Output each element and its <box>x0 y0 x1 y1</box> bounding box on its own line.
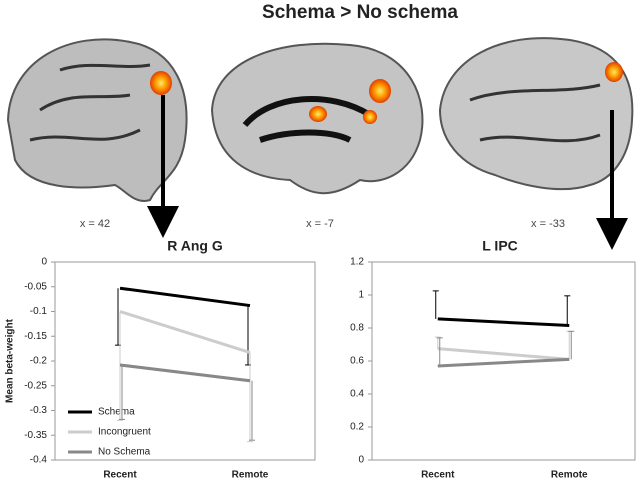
y-tick-label: -0.4 <box>30 455 48 466</box>
chart-title: L IPC <box>482 238 518 254</box>
series-line <box>437 357 570 368</box>
y-tick-label: 0.2 <box>350 422 364 433</box>
y-tick-label: -0.35 <box>24 430 47 441</box>
y-tick-label: -0.25 <box>24 380 47 391</box>
y-tick-label: -0.3 <box>30 405 48 416</box>
chart-title: R Ang G <box>167 238 223 254</box>
y-tick-label: -0.1 <box>30 306 48 317</box>
x-tick-label: Recent <box>103 470 137 481</box>
legend-label: Schema <box>98 407 135 418</box>
y-tick-label: 1 <box>358 290 364 301</box>
y-tick-label: 0 <box>41 257 47 268</box>
x-tick-label: Remote <box>232 470 269 481</box>
x-tick-label: Remote <box>551 470 588 481</box>
series-line <box>119 310 251 355</box>
slice-label: x = 42 <box>80 218 110 230</box>
series-line <box>119 363 251 383</box>
plot-area <box>371 261 636 461</box>
slice-label: x = -7 <box>306 218 334 230</box>
legend-label: No Schema <box>98 447 151 458</box>
figure-title: Schema > No schema <box>262 2 458 23</box>
y-tick-label: -0.15 <box>24 331 47 342</box>
series-line <box>437 317 570 328</box>
slice-label: x = -33 <box>531 218 565 230</box>
legend-label: Incongruent <box>98 427 151 438</box>
y-tick-label: -0.05 <box>24 281 47 292</box>
y-tick-label: 0.8 <box>350 323 364 334</box>
y-tick-label: 0 <box>358 455 364 466</box>
y-tick-label: 1.2 <box>350 257 364 268</box>
y-tick-label: 0.4 <box>350 389 364 400</box>
series-line <box>119 286 251 308</box>
y-tick-label: -0.2 <box>30 356 48 367</box>
y-axis-label: Mean beta-weight <box>5 318 16 403</box>
x-tick-label: Recent <box>421 470 455 481</box>
y-tick-label: 0.6 <box>350 356 364 367</box>
plot-area <box>54 261 316 461</box>
brain-slices <box>6 37 634 250</box>
series-line <box>437 347 570 361</box>
